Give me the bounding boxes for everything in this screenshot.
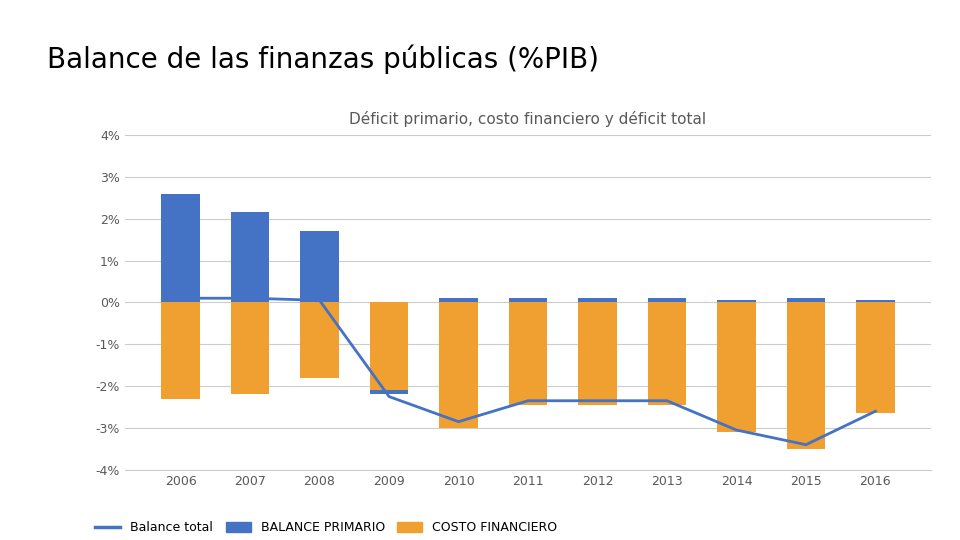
Bar [717, 302, 756, 432]
Bar [231, 302, 269, 394]
Bar [440, 298, 478, 302]
Bar [370, 390, 408, 394]
Bar [787, 302, 825, 449]
Bar [161, 193, 200, 302]
Bar [231, 212, 269, 302]
Text: Balance de las finanzas públicas (%PIB): Balance de las finanzas públicas (%PIB) [47, 45, 599, 74]
Bar [509, 298, 547, 302]
Bar [856, 302, 895, 413]
Bar [300, 231, 339, 302]
Title: Déficit primario, costo financiero y déficit total: Déficit primario, costo financiero y déf… [349, 111, 707, 127]
Bar [717, 300, 756, 302]
Bar [578, 302, 616, 405]
Bar [161, 302, 200, 399]
Bar [370, 302, 408, 394]
Bar [856, 300, 895, 302]
Bar [578, 298, 616, 302]
Bar [440, 302, 478, 428]
Bar [648, 298, 686, 302]
Bar [300, 302, 339, 377]
Bar [509, 302, 547, 405]
Bar [787, 298, 825, 302]
Legend: Balance total, BALANCE PRIMARIO, COSTO FINANCIERO: Balance total, BALANCE PRIMARIO, COSTO F… [90, 516, 563, 539]
Bar [648, 302, 686, 405]
